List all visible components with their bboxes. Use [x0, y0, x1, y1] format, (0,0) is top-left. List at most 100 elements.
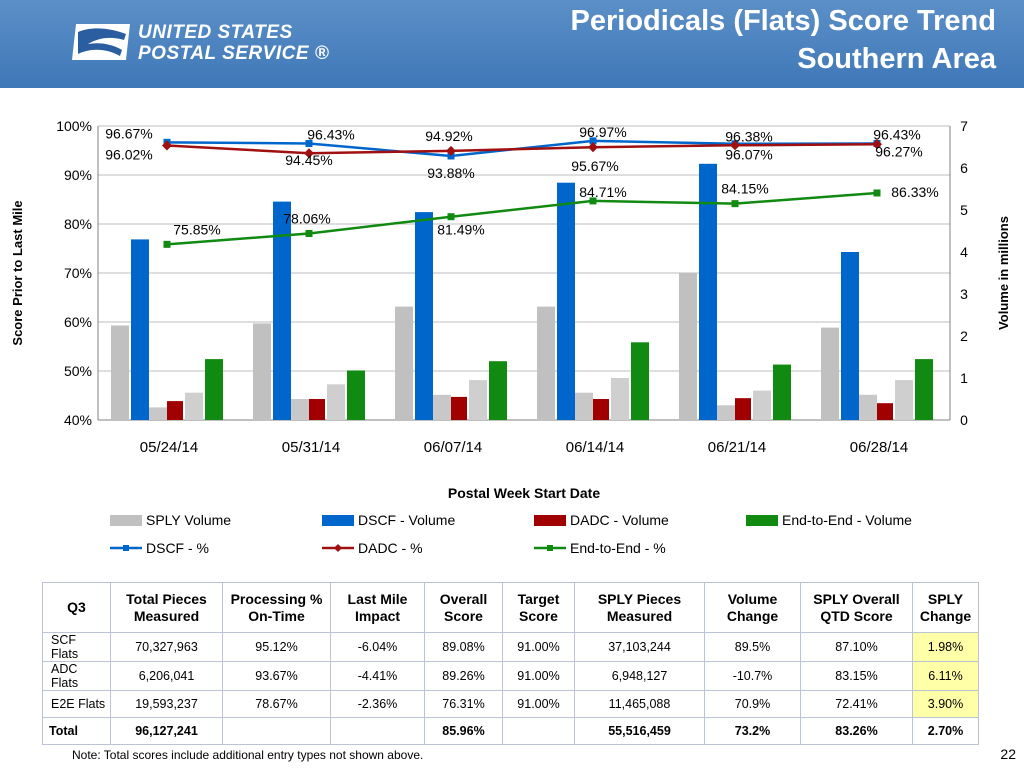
total-pieces: 96,127,241 — [110, 717, 223, 745]
header-sply-change: SPLY Change — [912, 582, 979, 633]
header-last-mile: Last Mile Impact — [330, 582, 425, 633]
e2e-pct-marker — [873, 189, 881, 197]
dscf-pct-marker — [447, 152, 455, 160]
y2-tick-label: 2 — [960, 328, 968, 344]
title-line-1: Periodicals (Flats) Score Trend — [570, 5, 996, 37]
q3-summary-table: Q3 Total Pieces Measured Processing % On… — [42, 582, 979, 745]
cell-overall-score: 89.26% — [424, 661, 503, 691]
bar-dscf-volume — [841, 252, 859, 420]
data-label: 93.88% — [427, 165, 474, 181]
bar-dadc-volume — [309, 399, 325, 420]
legend-marker — [547, 545, 553, 551]
legend-label: DSCF - % — [146, 540, 209, 556]
line-end-to-end- — [166, 191, 878, 246]
bar-e2e-volume — [489, 361, 507, 420]
bar-e2e-volume — [773, 364, 791, 420]
bar-dscf-volume — [699, 163, 717, 421]
cell-processing: 95.12% — [222, 632, 331, 662]
bar-sply-small-volume — [291, 399, 309, 420]
cell-sply-change: 6.11% — [912, 661, 979, 691]
logo-line-1: UNITED STATES — [138, 22, 293, 43]
bar-e2e-volume — [205, 359, 223, 420]
legend-label: End-to-End - % — [570, 540, 666, 556]
cell-sply-overall: 83.15% — [800, 661, 913, 691]
cell-last-mile: -2.36% — [330, 690, 425, 718]
total-sply-pieces: 55,516,459 — [574, 717, 705, 745]
bar-sply-small-volume — [433, 394, 451, 420]
y-axis-title: Score Prior to Last Mile — [10, 200, 25, 345]
y-tick-label: 40% — [64, 412, 92, 428]
total-target-score — [502, 717, 575, 745]
cell-processing: 93.67% — [222, 661, 331, 691]
bar-sply-small-volume — [717, 405, 735, 420]
bar-dscf-volume — [131, 239, 149, 420]
y2-tick-label: 1 — [960, 370, 968, 386]
legend-label: End-to-End - Volume — [782, 512, 912, 528]
row-label: E2E Flats — [42, 690, 111, 718]
data-label: 84.71% — [579, 184, 626, 200]
data-label: 96.67% — [105, 125, 152, 141]
e2e-pct-marker — [163, 240, 171, 248]
row-label: SCF Flats — [42, 632, 111, 662]
slide-title: Periodicals (Flats) Score Trend Southern… — [571, 2, 996, 78]
title-line-2: Southern Area — [797, 43, 996, 75]
y2-tick-label: 7 — [960, 118, 968, 134]
data-label: 94.45% — [285, 152, 332, 168]
data-label: 95.67% — [571, 158, 618, 174]
data-label: 94.92% — [425, 128, 472, 144]
cell-volume-change: -10.7% — [704, 661, 801, 691]
bar-dadc-volume — [877, 403, 893, 420]
total-last-mile — [330, 717, 425, 745]
data-label: 96.43% — [307, 126, 354, 142]
header-q3: Q3 — [42, 582, 111, 633]
cell-last-mile: -6.04% — [330, 632, 425, 662]
dadc-pct-marker — [304, 148, 314, 159]
q3-summary-table-wrap: Q3 Total Pieces Measured Processing % On… — [42, 582, 979, 745]
data-label: 96.97% — [579, 124, 626, 140]
logo-line-2: POSTAL SERVICE ® — [138, 43, 330, 64]
y-tick-label: 50% — [64, 363, 92, 379]
bar-sply-e2e-volume — [185, 392, 203, 420]
y-tick-label: 70% — [64, 265, 92, 281]
data-label: 81.49% — [437, 222, 484, 238]
bar-e2e-volume — [347, 370, 365, 420]
y-tick-label: 100% — [56, 118, 92, 134]
x-tick-label: 06/07/14 — [424, 439, 482, 456]
total-label: Total — [42, 717, 111, 745]
data-label: 96.27% — [875, 143, 922, 159]
header-volume-change: Volume Change — [704, 582, 801, 633]
cell-target-score: 91.00% — [502, 632, 575, 662]
x-tick-label: 05/31/14 — [282, 439, 340, 456]
legend-swatch — [110, 515, 142, 526]
cell-sply-pieces: 6,948,127 — [574, 661, 705, 691]
header-target-score: Target Score — [502, 582, 575, 633]
total-processing — [222, 717, 331, 745]
legend-marker — [123, 545, 129, 551]
e2e-pct-marker — [447, 213, 455, 221]
cell-volume-change: 70.9% — [704, 690, 801, 718]
y2-tick-label: 0 — [960, 412, 968, 428]
header-total-pieces: Total Pieces Measured — [110, 582, 223, 633]
cell-total-pieces: 70,327,963 — [110, 632, 223, 662]
cell-total-pieces: 19,593,237 — [110, 690, 223, 718]
header-overall-score: Overall Score — [424, 582, 503, 633]
total-overall-score: 85.96% — [424, 717, 503, 745]
bar-dscf-volume — [415, 212, 433, 420]
bar-dscf-volume — [557, 182, 575, 420]
dadc-pct-marker — [730, 140, 740, 151]
footnote: Note: Total scores include additional en… — [72, 748, 424, 762]
cell-sply-change: 3.90% — [912, 690, 979, 718]
bar-sply-e2e-volume — [327, 384, 345, 420]
bar-sply-volume — [111, 325, 129, 420]
cell-sply-pieces: 37,103,244 — [574, 632, 705, 662]
data-label: 86.33% — [891, 184, 938, 200]
cell-processing: 78.67% — [222, 690, 331, 718]
header-sply-overall: SPLY Overall QTD Score — [800, 582, 913, 633]
cell-volume-change: 89.5% — [704, 632, 801, 662]
dadc-pct-marker — [446, 145, 456, 156]
score-trend-chart: 40% 50% 60% 70% 80% 90% 100% 0 1 2 3 4 5 6 7 Score Prio… — [10, 118, 1011, 556]
table-total-row: Total 96,127,241 85.96% 55,516,459 73.2%… — [42, 717, 979, 745]
y2-tick-label: 5 — [960, 202, 968, 218]
header-sply-pieces: SPLY Pieces Measured — [574, 582, 705, 633]
bar-sply-volume — [253, 323, 271, 420]
